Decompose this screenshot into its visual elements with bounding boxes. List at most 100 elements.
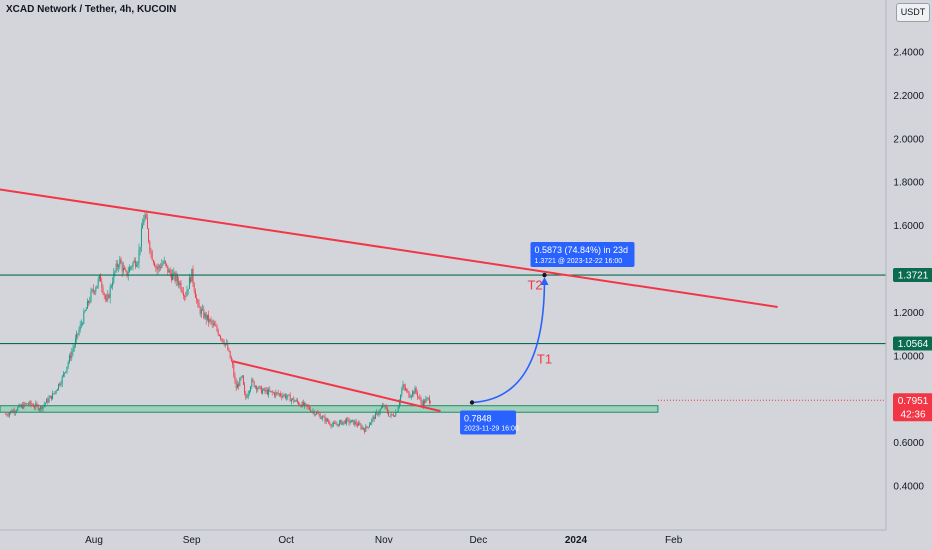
- candle-body: [116, 263, 118, 268]
- candle-body: [167, 265, 169, 273]
- candle-body: [192, 268, 194, 284]
- candle-body: [319, 414, 321, 419]
- target-label-t2: T2: [527, 278, 542, 293]
- candle-body: [209, 319, 211, 322]
- candle-body: [284, 394, 286, 399]
- candle-body: [386, 408, 388, 413]
- candle-body: [7, 415, 9, 416]
- candle-body: [70, 355, 72, 359]
- candle-body: [358, 423, 360, 426]
- candle-body: [394, 416, 396, 417]
- candle-body: [414, 388, 416, 394]
- candle-body: [232, 361, 234, 365]
- candle-body: [323, 416, 325, 418]
- candle-body: [206, 314, 208, 320]
- candle-body: [252, 379, 254, 382]
- candle-body: [152, 260, 154, 263]
- candle-body: [157, 265, 159, 270]
- candle-body: [56, 389, 58, 391]
- candle-body: [296, 400, 298, 403]
- candle-body: [156, 266, 158, 270]
- y-tick-label: 1.8000: [893, 178, 924, 189]
- candle-body: [404, 387, 406, 391]
- candle-body: [126, 270, 128, 276]
- candle-body: [200, 309, 202, 315]
- candle-body: [426, 398, 428, 400]
- candle-body: [121, 263, 123, 272]
- candle-body: [163, 260, 165, 263]
- candle-body: [14, 411, 16, 413]
- candle-body: [281, 395, 283, 398]
- candle-body: [138, 249, 140, 264]
- candle-body: [301, 402, 303, 407]
- candle-body: [385, 405, 387, 409]
- candle-body: [322, 416, 324, 419]
- candle-body: [366, 426, 368, 428]
- projection-start-dot: [469, 400, 475, 405]
- candle-body: [29, 401, 31, 405]
- candle-body: [208, 314, 210, 322]
- candle-body: [181, 290, 183, 293]
- projection-end-box: [530, 242, 635, 268]
- candle-body: [312, 411, 314, 412]
- candle-body: [343, 420, 345, 422]
- candle-body: [397, 406, 399, 413]
- candle-body: [347, 418, 349, 420]
- candle-body: [259, 386, 261, 388]
- candle-body: [371, 419, 373, 423]
- candle-body: [229, 351, 231, 359]
- candle-body: [104, 295, 106, 299]
- candle-body: [102, 287, 104, 294]
- candle-body: [314, 414, 316, 416]
- candle-body: [46, 399, 48, 403]
- candle-body: [276, 392, 278, 394]
- candle-body: [242, 375, 244, 385]
- candle-body: [360, 424, 362, 429]
- candle-body: [390, 414, 392, 417]
- candle-body: [264, 388, 266, 392]
- candle-body: [124, 267, 126, 270]
- candle-body: [193, 283, 195, 292]
- x-tick-label: Nov: [375, 535, 393, 546]
- candle-body: [120, 259, 122, 264]
- candle-body: [418, 396, 420, 398]
- candle-body: [143, 219, 145, 225]
- candle-body: [388, 412, 390, 416]
- candle-body: [265, 390, 267, 392]
- candle-body: [244, 384, 246, 393]
- candle-body: [80, 323, 82, 325]
- candle-body: [425, 399, 427, 404]
- y-tick-label: 2.4000: [893, 48, 924, 59]
- candles: [5, 210, 432, 435]
- candle-body: [384, 405, 386, 407]
- candle-body: [294, 401, 296, 402]
- candle-body: [40, 406, 42, 410]
- candle-body: [286, 396, 288, 399]
- candle-body: [119, 259, 121, 267]
- candle-body: [305, 403, 307, 405]
- candle-body: [218, 334, 220, 336]
- candle-body: [178, 281, 180, 285]
- candle-body: [190, 277, 192, 283]
- candle-body: [118, 266, 120, 268]
- candle-body: [298, 402, 300, 405]
- candle-body: [238, 384, 240, 387]
- currency-button[interactable]: USDT: [896, 3, 930, 22]
- candle-body: [10, 411, 12, 414]
- candle-body: [71, 351, 73, 359]
- candle-body: [269, 389, 271, 392]
- candle-body: [13, 410, 15, 413]
- candle-body: [332, 422, 334, 425]
- candle-body: [353, 420, 355, 425]
- candle-body: [95, 288, 97, 293]
- candle-body: [19, 404, 21, 407]
- candle-body: [176, 275, 178, 282]
- candle-body: [62, 373, 64, 377]
- candle-body: [149, 241, 151, 252]
- candle-body: [42, 405, 44, 410]
- candle-body: [49, 395, 51, 399]
- candle-body: [127, 272, 129, 276]
- candle-body: [290, 399, 292, 402]
- candle-body: [34, 406, 36, 408]
